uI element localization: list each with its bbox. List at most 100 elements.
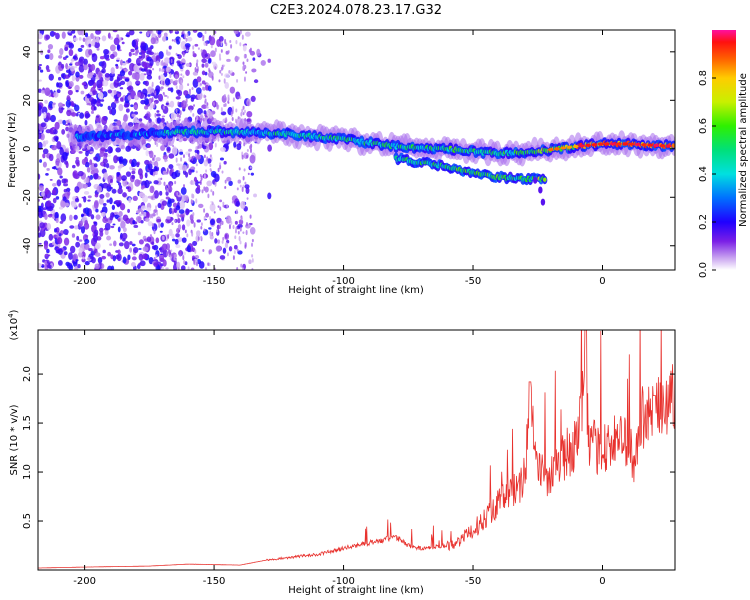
heatmap-cell xyxy=(84,260,90,266)
heatmap-cell xyxy=(238,167,241,171)
heatmap-cell xyxy=(157,93,164,102)
heatmap-cell xyxy=(129,166,133,171)
heatmap-cell xyxy=(65,41,71,45)
x-tick-label: -150 xyxy=(203,276,226,287)
heatmap-cell xyxy=(597,142,604,146)
heatmap-cell xyxy=(68,81,74,88)
heatmap-cell xyxy=(96,185,102,193)
heatmap-cell xyxy=(74,186,80,193)
heatmap-cell xyxy=(232,97,235,102)
heatmap-cell xyxy=(145,207,152,212)
heatmap-cell xyxy=(205,146,208,149)
heatmap-cell xyxy=(60,200,66,209)
heatmap-cell xyxy=(162,170,167,175)
heatmap-cell xyxy=(201,80,206,85)
heatmap-cell xyxy=(93,229,99,236)
heatmap-cell xyxy=(132,220,136,225)
heatmap-cell xyxy=(145,150,149,157)
heatmap-cell xyxy=(210,45,213,49)
heatmap-cell xyxy=(120,220,126,229)
heatmap-cell xyxy=(56,179,62,187)
heatmap-cell xyxy=(203,174,206,179)
heatmap-cell xyxy=(107,265,113,270)
heatmap-cell xyxy=(119,80,126,86)
heatmap-cell xyxy=(130,48,135,53)
heatmap-cell xyxy=(249,227,256,235)
heatmap-cell xyxy=(56,141,62,150)
heatmap-cell xyxy=(223,93,226,99)
heatmap-cell xyxy=(125,186,130,190)
heatmap-cell xyxy=(175,244,181,249)
heatmap-cell xyxy=(116,74,123,81)
heatmap-cell xyxy=(192,50,195,55)
x-tick-label: -50 xyxy=(465,576,481,587)
heatmap-cell xyxy=(69,245,76,254)
heatmap-cell xyxy=(69,63,73,66)
heatmap-cell xyxy=(51,189,57,196)
heatmap-cell xyxy=(107,32,111,39)
heatmap-cell xyxy=(146,56,152,62)
heatmap-cell xyxy=(109,165,115,170)
heatmap-cell xyxy=(235,209,238,215)
heatmap-cell xyxy=(48,233,54,241)
heatmap-cell xyxy=(162,91,165,95)
heatmap-cell xyxy=(43,242,48,250)
snr-exponent-base: (x10 xyxy=(9,318,20,341)
heatmap-cell xyxy=(160,145,166,151)
heatmap-cell xyxy=(267,192,272,200)
heatmap-cell xyxy=(81,158,87,165)
heatmap-cell xyxy=(232,224,235,229)
heatmap-cell xyxy=(234,55,239,63)
heatmap-cell xyxy=(85,150,89,157)
heatmap-cell xyxy=(165,267,169,270)
heatmap-cell xyxy=(58,105,64,114)
heatmap-cell xyxy=(95,30,101,35)
heatmap-cell xyxy=(216,228,219,233)
heatmap-cell xyxy=(162,35,167,42)
heatmap-cell xyxy=(186,219,191,227)
heatmap-cell xyxy=(195,230,201,237)
heatmap-cell xyxy=(229,70,234,74)
heatmap-cell xyxy=(47,49,51,54)
heatmap-cell xyxy=(165,190,169,196)
heatmap-cell xyxy=(204,143,207,146)
heatmap-cell xyxy=(123,240,130,250)
heatmap-cell xyxy=(161,243,168,251)
heatmap-cell xyxy=(131,262,136,267)
heatmap-cell xyxy=(195,198,198,204)
heatmap-cell xyxy=(155,237,160,244)
heatmap-cell xyxy=(54,228,57,233)
heatmap-cell xyxy=(192,45,195,50)
heatmap-cell xyxy=(239,30,242,35)
heatmap-cell xyxy=(112,223,116,226)
heatmap-cell xyxy=(132,195,138,201)
heatmap-cell xyxy=(65,161,69,169)
heatmap-cell xyxy=(110,101,117,110)
heatmap-cell xyxy=(44,140,49,144)
heatmap-cell xyxy=(186,245,191,253)
heatmap-cell xyxy=(77,263,81,269)
heatmap-cell xyxy=(84,119,88,126)
heatmap-cell xyxy=(183,259,186,265)
heatmap-cell xyxy=(200,222,203,226)
heatmap-cell xyxy=(213,211,216,214)
heatmap-cell xyxy=(210,50,216,58)
heatmap-cell xyxy=(242,105,245,110)
heatmap-cell xyxy=(156,52,159,55)
heatmap-cell xyxy=(191,193,194,199)
heatmap-cell xyxy=(242,231,245,234)
heatmap-cell xyxy=(40,90,46,94)
heatmap-cell xyxy=(58,76,62,81)
heatmap-cell xyxy=(155,60,160,67)
heatmap-cell xyxy=(167,248,170,254)
heatmap-cell xyxy=(192,155,195,159)
heatmap-cell xyxy=(145,211,150,218)
heatmap-cell xyxy=(70,65,75,72)
heatmap-cell xyxy=(46,200,52,208)
heatmap-cell xyxy=(176,261,181,269)
heatmap-cell xyxy=(235,40,238,45)
heatmap-cell xyxy=(148,180,151,183)
heatmap-cell xyxy=(49,127,54,135)
heatmap-cell xyxy=(151,81,154,87)
heatmap-cell xyxy=(128,51,132,57)
